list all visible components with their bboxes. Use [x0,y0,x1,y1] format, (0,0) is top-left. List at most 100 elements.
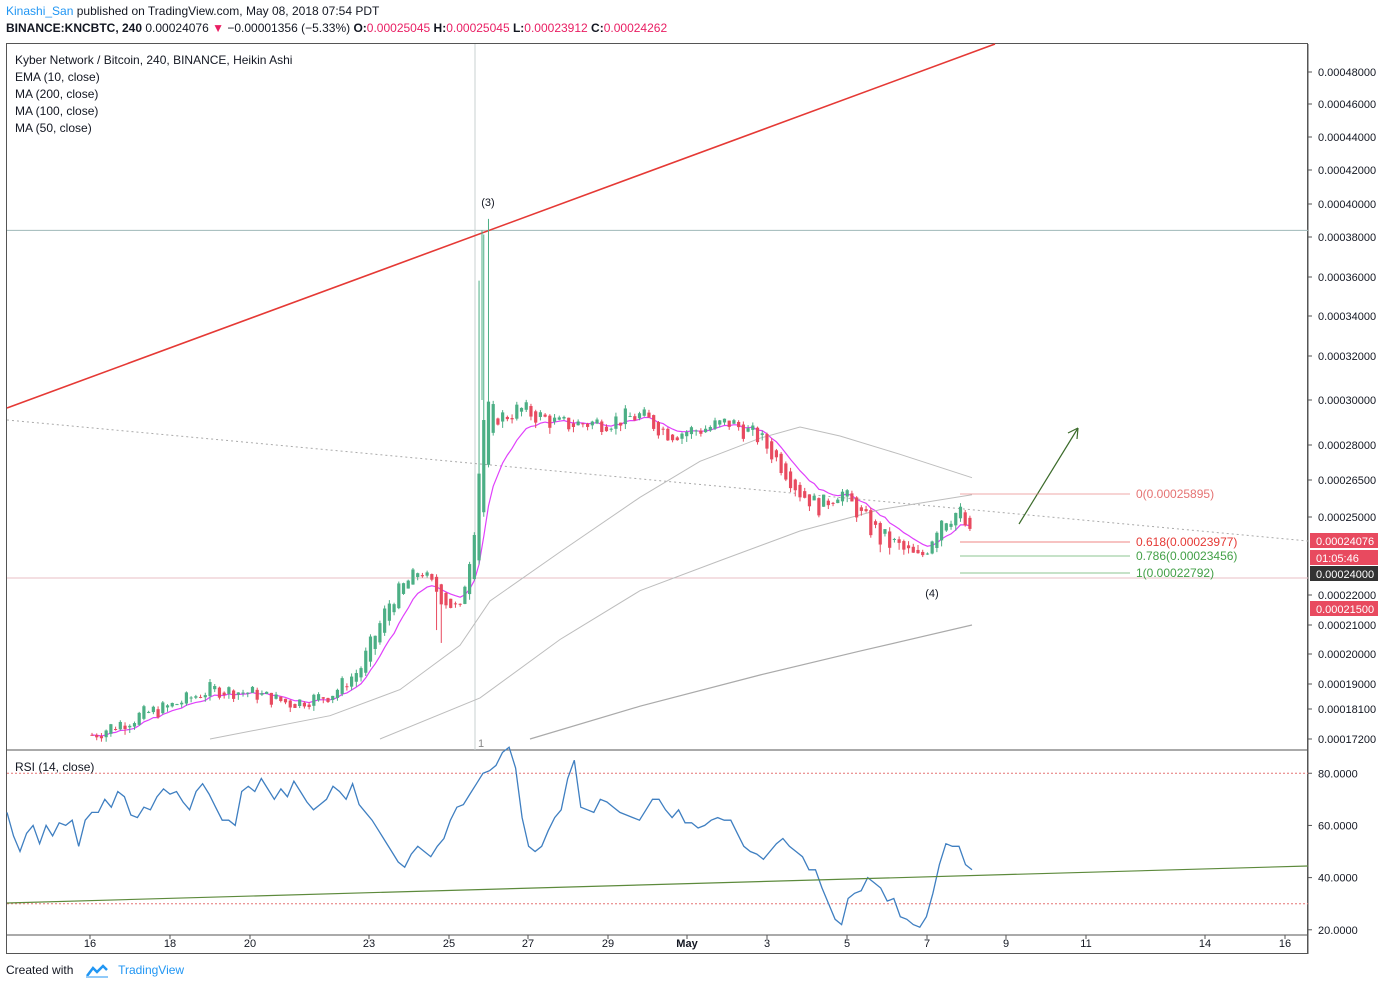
candle-body [194,696,198,698]
candle-body [354,673,358,682]
legend-ema10[interactable]: EMA (10, close) [15,70,100,84]
x-tick-label: 5 [844,938,850,950]
legend-ma200[interactable]: MA (200, close) [15,87,99,101]
candle-body [95,734,99,738]
candle-body [387,603,391,621]
candle-body [147,711,151,713]
low-label: L: [512,21,525,35]
candle-body [869,510,873,536]
candle-body [378,623,382,643]
candle-body [807,494,812,507]
candle-body [694,430,698,432]
candle-body [746,428,750,432]
candle-body [718,420,722,425]
price-tag [1310,566,1378,581]
candle-body [269,692,273,705]
candle-body [232,690,236,699]
candle-body [118,721,122,730]
candle-body [552,417,557,422]
y-tick-label: 0.00022000 [1318,590,1376,602]
price-tag-label: 0.00024000 [1316,569,1374,581]
candle-body [817,498,821,516]
price-labels: 0.00024076 01:05:46 0.00024000 0.00021500 [1310,533,1378,616]
candle-body [944,523,948,531]
candle-body [845,490,849,497]
candle-body [222,692,226,695]
candle-body [439,584,443,605]
author-link[interactable]: Kinashi_San [6,4,74,18]
candle-body [90,734,94,736]
candle-body [864,509,868,512]
candle-body [170,702,174,707]
price-tag-label: 0.00024076 [1316,536,1374,548]
candle-body [227,687,231,694]
candle-body [741,424,745,439]
candle-body [576,421,580,426]
candle-body [609,428,613,430]
created-with: Created with [6,963,74,977]
candle-body [840,491,845,502]
candle-body [316,694,321,701]
candle-body [321,697,325,699]
candle-body [213,686,217,690]
wave-label: 1 [478,738,484,750]
candle-body [737,421,741,428]
candle-body [850,493,854,502]
close-label: C: [591,21,604,35]
candle-body [647,412,651,418]
candle-body [383,608,387,633]
candle-body [293,704,297,708]
candle-body [335,689,340,698]
legend-rsi[interactable]: RSI (14, close) [15,760,95,774]
footer: Created with TradingView [6,963,184,978]
tradingview-link[interactable]: TradingView [118,963,185,977]
candle-body [298,699,302,707]
candle-body [619,422,623,426]
down-arrow-icon: ▼ [212,21,224,35]
y-tick-label: 0.00034000 [1318,311,1376,323]
y-tick-label: 0.00046000 [1318,99,1376,111]
candle-body [137,712,141,725]
candle-body [713,420,717,429]
candle-body [722,418,727,423]
y-tick-label: 0.00017200 [1318,734,1376,746]
y-tick-label: 0.00019000 [1318,679,1376,691]
candle-body [604,426,609,432]
rsi-trend-line [6,865,1309,904]
candle-body [751,425,755,430]
candle-body [614,416,618,429]
legend-ma100[interactable]: MA (100, close) [15,104,99,118]
candle-body [812,495,816,501]
candle-body [255,689,259,700]
candle-body [510,418,514,420]
candle-body [444,593,448,606]
symbol: BINANCE:KNCBTC, 240 [6,21,143,35]
candle-body [826,500,830,506]
y-tick-label: 0.00021000 [1318,620,1376,632]
candle-body [958,506,963,519]
y-tick-label: 0.00025000 [1318,512,1376,524]
candle-body [836,499,840,504]
legend-ma50[interactable]: MA (50, close) [15,121,92,135]
candle-body [307,704,311,708]
candle-body [529,406,533,417]
candle-body [364,650,368,673]
wave-label: (4) [925,588,938,600]
candle-body [128,725,132,728]
fib-label: 0.786(0.00023456) [1136,549,1237,563]
ema10-line [91,416,970,737]
candle-body [628,416,632,418]
y-tick-label: 0.00020000 [1318,649,1376,661]
candle-body [496,418,500,425]
candle-body [463,586,467,604]
candle-body [930,541,934,554]
candle-body [689,427,694,435]
y-tick-label: 0.00048000 [1318,67,1376,79]
candle-body [708,426,712,431]
candle-body [208,682,212,697]
candle-body [501,412,505,422]
candle-body [623,408,627,425]
ma100-line [379,494,973,740]
candle-body [656,422,660,436]
